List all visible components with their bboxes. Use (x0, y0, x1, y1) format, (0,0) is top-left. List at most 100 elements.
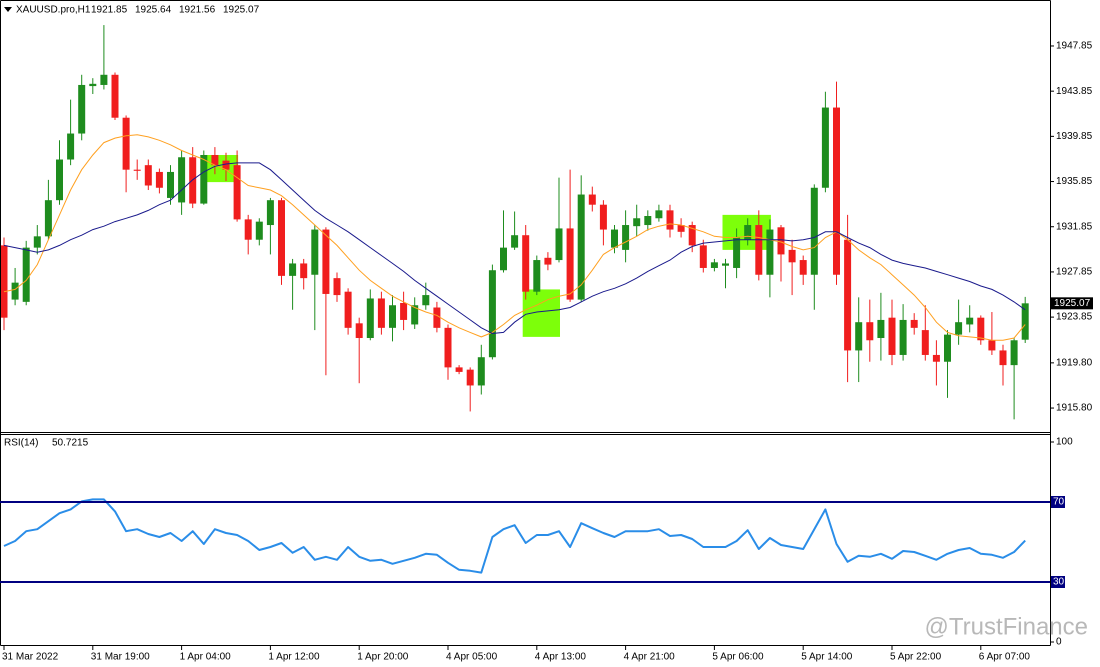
y-tick-label: 1943.85 (1056, 86, 1093, 97)
y-tick-label: 1931.85 (1056, 221, 1093, 232)
candle (366, 289, 374, 341)
candle (11, 267, 19, 306)
candle-body (588, 194, 596, 205)
candle (377, 291, 385, 335)
candle (22, 240, 30, 306)
candle (311, 225, 319, 331)
menu-triangle[interactable] (4, 7, 12, 12)
candle-body (577, 194, 585, 300)
candle (266, 197, 274, 255)
rsi-title: RSI(14) (4, 438, 38, 449)
candle-body (311, 229, 319, 275)
candle-body (455, 367, 463, 372)
candle-body (766, 229, 774, 275)
candle-body (389, 305, 396, 328)
level-label: 30 (1053, 577, 1065, 588)
x-tick-label: 5 Apr 14:00 (801, 652, 853, 663)
y-tick-label: 0 (1056, 637, 1062, 648)
rsi-line (3, 498, 1026, 574)
y-tick-label: 1923.85 (1056, 312, 1093, 323)
candle (333, 272, 341, 302)
candle (877, 292, 885, 361)
candle-body (777, 227, 785, 255)
header-high: 1925.64 (135, 5, 172, 16)
candle (611, 225, 618, 254)
candle-body (444, 327, 452, 368)
candle (788, 239, 796, 296)
candle (444, 324, 452, 380)
candle (178, 150, 186, 215)
candle-body (300, 263, 308, 279)
candle (999, 344, 1007, 386)
candle-body (722, 263, 729, 266)
y-tick-label: 100 (1056, 437, 1073, 448)
candle-body (955, 322, 963, 335)
header-low: 1921.56 (179, 5, 216, 16)
candle-body (266, 200, 274, 226)
candle (500, 210, 507, 273)
watermark: @TrustFinance (924, 613, 1088, 640)
candle-body (78, 84, 86, 134)
candle (577, 175, 585, 302)
candle-body (810, 187, 818, 275)
candle-body (788, 249, 796, 263)
candle (633, 204, 641, 237)
candle-body (322, 229, 330, 294)
candle-body (433, 307, 441, 328)
candle (966, 305, 974, 333)
candle (411, 297, 419, 329)
candle-body (222, 160, 230, 170)
candle (455, 365, 463, 375)
candle-body (211, 154, 219, 166)
candle (844, 214, 852, 383)
y-tick-label: 1915.80 (1056, 403, 1093, 414)
candle-body (677, 225, 685, 232)
candle (588, 186, 596, 212)
candle (67, 99, 75, 166)
candle (888, 299, 896, 366)
candle-body (733, 237, 741, 268)
candle (56, 140, 63, 205)
candle-body (344, 291, 352, 328)
candle-body (921, 330, 929, 355)
candle-body (533, 260, 541, 292)
candle (400, 291, 408, 331)
y-tick-label: 1919.80 (1056, 358, 1093, 369)
candle-body (111, 74, 119, 118)
moving-average (3, 162, 1026, 335)
candle (466, 367, 474, 412)
price-label-box (1051, 297, 1093, 310)
candle-body (233, 165, 241, 220)
candle-body (366, 298, 374, 339)
moving-average (3, 134, 1026, 341)
candle-body (522, 235, 530, 292)
candle (821, 91, 829, 193)
x-tick-label: 4 Apr 13:00 (535, 652, 587, 663)
candle-body (833, 107, 840, 275)
candle-body (999, 350, 1007, 366)
candle (344, 288, 352, 335)
candle (955, 299, 963, 345)
candle (0, 237, 8, 331)
candle-body (422, 295, 430, 306)
candle (733, 228, 741, 279)
candle-body (544, 257, 552, 265)
candle-body (977, 317, 985, 341)
candle (899, 304, 907, 361)
candle (666, 204, 674, 238)
x-tick-label: 1 Apr 12:00 (268, 652, 320, 663)
y-tick-label: 1939.85 (1056, 131, 1093, 142)
candle-body (11, 282, 19, 300)
candle (1010, 338, 1018, 420)
candle-body (755, 225, 763, 275)
candle (566, 169, 574, 302)
candle (89, 78, 97, 94)
candle-body (988, 340, 996, 351)
rsi-value: 50.7215 (52, 438, 89, 449)
candle-body (666, 210, 674, 230)
candle (555, 177, 563, 263)
candle (766, 219, 774, 298)
candle-body (1021, 303, 1029, 340)
